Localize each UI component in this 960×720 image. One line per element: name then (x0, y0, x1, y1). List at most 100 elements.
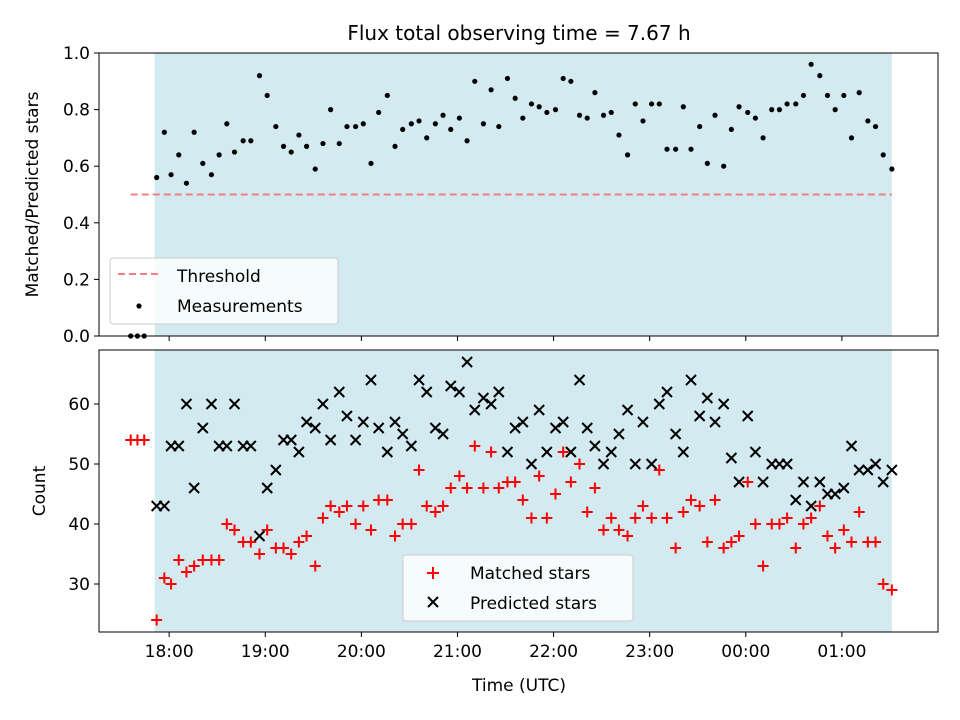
matched-star-point (670, 542, 682, 554)
matched-star-point (341, 500, 353, 512)
predicted-star-point (797, 476, 810, 488)
predicted-star-point (661, 386, 673, 398)
matched-star-point (805, 512, 817, 524)
measurement-point (736, 104, 742, 110)
y-tick-label: 0.6 (63, 157, 90, 177)
measurement-point (536, 104, 542, 110)
measurement-point (880, 152, 886, 158)
predicted-star-point (781, 458, 793, 470)
measurement-point (624, 152, 631, 158)
x-tick-label: 20:00 (337, 642, 386, 662)
matched-star-point (309, 560, 321, 572)
y-tick-label: 0.8 (63, 101, 90, 121)
predicted-star-point (285, 434, 297, 446)
measurement-point (320, 140, 326, 147)
predicted-star-point (685, 374, 697, 386)
predicted-star-point (853, 464, 865, 476)
measurement-point (303, 143, 310, 149)
matched-star-point (709, 494, 721, 506)
matched-star-point (365, 524, 377, 536)
predicted-star-point (742, 410, 754, 422)
predicted-star-point (413, 374, 425, 386)
matched-star-point (790, 542, 802, 554)
measurement-point (264, 92, 270, 99)
matched-star-point (797, 518, 809, 530)
measurement-point (496, 123, 502, 130)
matched-star-point (381, 494, 393, 506)
matched-star-point (733, 530, 745, 542)
predicted-star-point (421, 386, 433, 398)
matched-star-point (846, 536, 858, 548)
measurement-point (312, 166, 318, 172)
matched-star-point (718, 542, 730, 554)
predicted-star-point (621, 404, 634, 416)
measurement-point (808, 61, 814, 67)
predicted-star-point (814, 476, 826, 488)
matched-star-point (469, 440, 481, 452)
matched-star-point (158, 572, 170, 584)
x-tick-label: 01:00 (817, 642, 866, 662)
matched-star-point (429, 506, 441, 518)
matched-star-point (221, 518, 233, 530)
matched-star-point (629, 512, 641, 524)
predicted-star-point (757, 476, 769, 488)
matched-star-point (853, 506, 865, 518)
predicted-star-point (581, 422, 593, 434)
measurement-point (632, 101, 638, 107)
matched-star-point (821, 530, 833, 542)
predicted-star-point (445, 380, 457, 392)
predicted-star-point (341, 410, 353, 422)
predicted-star-point (525, 458, 538, 470)
predicted-star-point (293, 446, 305, 458)
predicted-star-point (573, 374, 586, 386)
predicted-star-point (509, 422, 521, 434)
measurement-point (656, 101, 662, 107)
legend-threshold-label: Threshold (176, 267, 261, 287)
measurement-point (520, 115, 526, 121)
predicted-star-point (693, 410, 706, 422)
measurement-point (464, 138, 470, 144)
matched-star-point (357, 500, 369, 512)
matched-star-point (278, 542, 290, 554)
matched-star-point (485, 446, 497, 458)
matched-star-point (677, 506, 689, 518)
matched-star-point (613, 524, 625, 536)
ratio-panel: 0.0 0.2 0.4 0.6 0.8 1.0 Matched/Predicted sta… (23, 44, 939, 347)
measurement-point (688, 146, 694, 152)
measurement-point (568, 78, 574, 84)
measurement-point (712, 112, 718, 118)
matched-star-point (437, 500, 449, 512)
y-tick-label: 60 (68, 395, 90, 415)
measurement-point (872, 123, 879, 130)
measurement-point (616, 132, 622, 138)
x-tick-label: 22:00 (529, 642, 578, 662)
measurement-point (176, 152, 182, 158)
predicted-star-point (677, 446, 690, 458)
matched-star-point (550, 488, 562, 500)
matched-star-point (325, 500, 337, 512)
predicted-star-point (749, 446, 762, 458)
measurement-point (392, 143, 398, 149)
predicted-star-point (245, 440, 257, 452)
measurement-point (664, 146, 670, 152)
matched-star-point (574, 458, 586, 470)
predicted-star-point (324, 434, 337, 446)
y-tick-label: 0.4 (63, 214, 90, 234)
matched-star-point (477, 482, 489, 494)
predicted-star-point (653, 398, 666, 410)
matched-star-point (421, 500, 433, 512)
predicted-star-point (829, 488, 841, 500)
predicted-star-point (733, 476, 745, 488)
x-tick-label: 23:00 (625, 642, 674, 662)
predicted-star-point (333, 386, 345, 398)
predicted-star-point (221, 440, 233, 452)
predicted-star-point (613, 428, 625, 440)
time-axis-title: Time (UTC) (471, 676, 566, 696)
predicted-star-point (565, 446, 577, 458)
measurement-point (248, 138, 254, 144)
measurement-point (216, 152, 222, 158)
measurement-point (273, 123, 279, 130)
matched-star-point (333, 506, 345, 518)
measurement-point (544, 109, 550, 116)
measurement-point (865, 118, 871, 124)
